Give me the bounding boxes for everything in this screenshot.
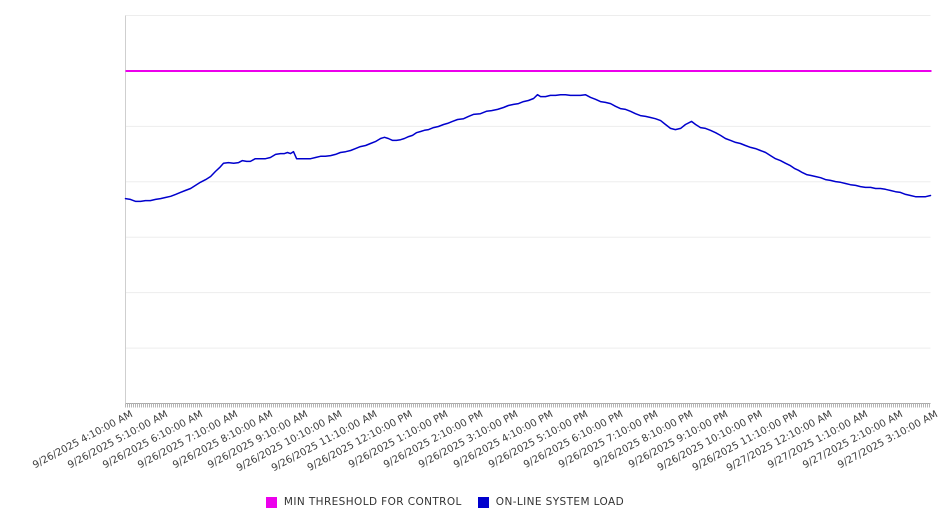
x-axis-minor-ticks: [125, 403, 930, 408]
legend-swatch-min-threshold-icon: [265, 496, 277, 508]
legend-item-min-threshold[interactable]: MIN THRESHOLD FOR CONTROL: [265, 496, 462, 508]
legend-swatch-system-load-icon: [477, 496, 489, 508]
system-load-line: [124, 93, 932, 203]
legend-label-min-threshold: MIN THRESHOLD FOR CONTROL: [283, 496, 462, 508]
legend-label-system-load: ON-LINE SYSTEM LOAD: [495, 496, 625, 508]
legend-item-system-load[interactable]: ON-LINE SYSTEM LOAD: [477, 496, 625, 508]
legend: MIN THRESHOLD FOR CONTROL ON-LINE SYSTEM…: [0, 496, 890, 508]
